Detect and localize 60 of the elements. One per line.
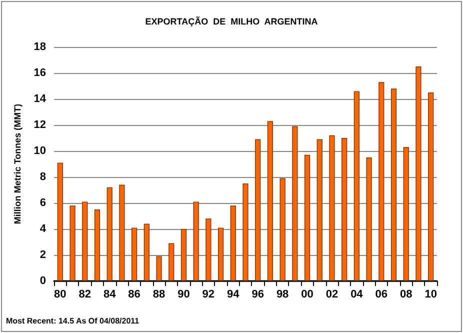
x-tick-label: 98	[276, 288, 289, 300]
bar	[428, 92, 434, 281]
bar	[378, 82, 384, 281]
x-tick-label: 02	[326, 288, 338, 300]
y-tick-label: 8	[40, 171, 46, 183]
x-tick-label: 92	[202, 288, 215, 300]
bar	[403, 147, 409, 281]
bar	[168, 243, 174, 281]
x-tick-label: 08	[400, 288, 412, 300]
bar	[242, 184, 248, 281]
bar	[292, 126, 298, 281]
x-tick-label: 84	[103, 288, 117, 300]
bar	[354, 91, 360, 281]
bar	[280, 178, 286, 281]
x-tick-label: 86	[128, 288, 140, 300]
y-tick-label: 6	[40, 197, 46, 209]
y-tick-label: 14	[34, 93, 47, 105]
y-tick-label: 0	[40, 275, 46, 287]
bar	[82, 202, 88, 281]
x-tick-label: 04	[350, 288, 364, 300]
bar	[132, 228, 138, 281]
bar	[416, 66, 422, 281]
y-axis-title: Million Metric Tonnes (MMT)	[12, 104, 22, 224]
y-tick-label: 4	[40, 223, 47, 235]
bar	[180, 229, 187, 281]
x-tick-label: 94	[227, 288, 240, 300]
bar	[218, 228, 224, 281]
x-tick-label: 82	[78, 288, 92, 300]
y-tick-label: 12	[34, 119, 46, 131]
bar	[156, 256, 162, 281]
chart-title: EXPORTAÇÃO DE MILHO ARGENTINA	[145, 16, 318, 26]
bar	[255, 139, 261, 281]
text: Most Recent: 14.5 As Of 04/08/2011	[6, 316, 140, 326]
bar	[70, 206, 76, 281]
bar	[304, 154, 310, 281]
bar	[193, 202, 199, 281]
y-tick-label: 18	[34, 41, 46, 53]
bar	[57, 162, 63, 281]
x-tick-label: 96	[252, 288, 264, 300]
x-tick-label: 10	[424, 288, 437, 300]
x-tick-label: 80	[54, 288, 66, 300]
y-tick-label: 16	[34, 67, 46, 79]
y-tick-label: 10	[34, 145, 46, 157]
bar	[106, 187, 112, 281]
bar	[230, 206, 236, 281]
bar	[342, 138, 348, 281]
x-tick-label: 90	[178, 288, 190, 300]
x-tick-label: 06	[375, 288, 388, 300]
bar	[206, 218, 212, 281]
x-tick-label: 88	[152, 288, 166, 300]
bar	[390, 88, 397, 281]
bar	[329, 135, 335, 281]
bar	[366, 158, 372, 281]
bar	[316, 139, 322, 281]
x-tick-label: 00	[301, 288, 314, 300]
y-tick-label: 2	[40, 249, 46, 261]
bar	[94, 210, 100, 281]
bar	[144, 224, 150, 281]
bar	[119, 184, 125, 281]
bar	[267, 121, 273, 281]
